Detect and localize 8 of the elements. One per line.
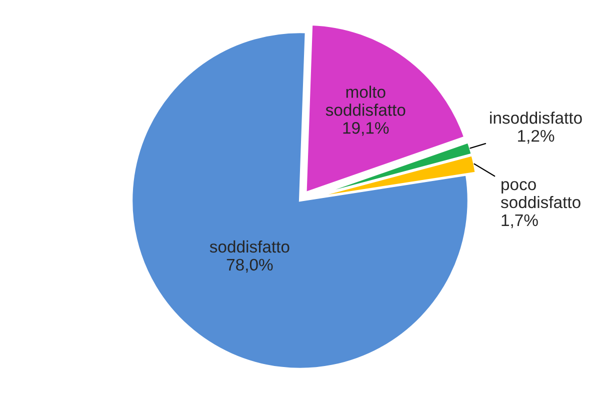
slice-label: molto soddisfatto — [326, 86, 406, 116]
data-label: 1,2% — [518, 130, 554, 144]
slice-label: poco soddisfatto — [500, 181, 580, 208]
slice-label: soddisfatto — [210, 240, 290, 253]
slice-label: insoddisfatto — [490, 112, 582, 124]
data-label: 19,1% — [343, 122, 389, 136]
data-label: 78,0% — [226, 258, 273, 273]
data-label: 1,7% — [502, 214, 538, 228]
